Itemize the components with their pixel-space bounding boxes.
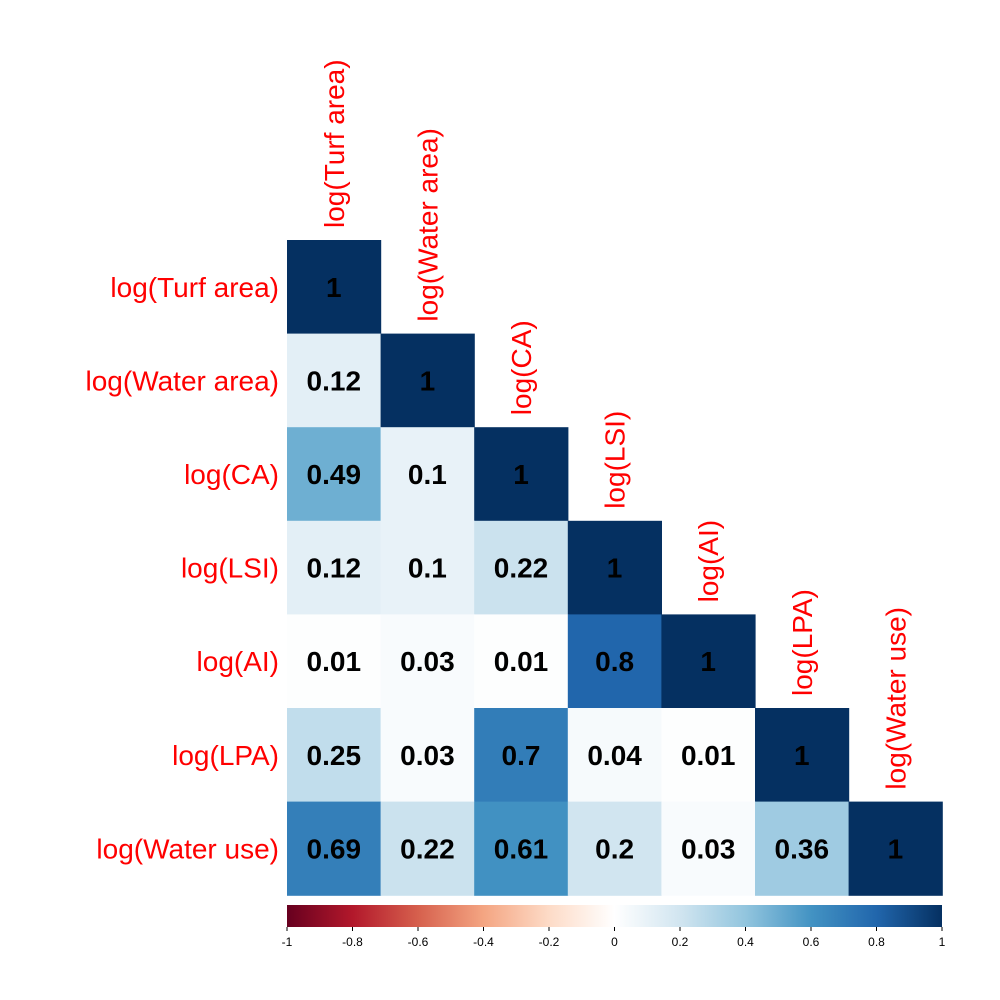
row-label: log(CA) xyxy=(184,459,279,490)
cell-value-label: 0.03 xyxy=(681,833,736,864)
matrix-cell xyxy=(380,520,475,615)
matrix-cell xyxy=(287,240,382,335)
cell-value-label: 0.01 xyxy=(307,646,362,677)
colorbar-legend: -1 -0.8 -0.6 -0.4 -0.2 0 0.2 0.4 0.6 0.8 1 xyxy=(282,905,946,949)
column-label: log(LSI) xyxy=(600,411,631,509)
row-label: log(LPA) xyxy=(172,740,279,771)
matrix-cell xyxy=(474,427,569,522)
matrix-cell xyxy=(287,801,382,896)
matrix-cell xyxy=(474,708,569,803)
colorbar-tick-label: -0.4 xyxy=(473,935,494,949)
column-label: log(CA) xyxy=(506,320,537,415)
column-label: log(Water use) xyxy=(880,607,911,790)
colorbar-tick-label: -0.8 xyxy=(342,935,363,949)
matrix-cell xyxy=(380,333,475,428)
matrix-cell xyxy=(474,614,569,709)
colorbar-gradient xyxy=(287,905,942,927)
matrix-cell xyxy=(661,614,756,709)
column-labels: log(Turf area) log(Water area) log(CA) log(… xyxy=(319,59,912,789)
matrix-cell xyxy=(567,801,662,896)
column-label: log(AI) xyxy=(693,520,724,602)
matrix-cell xyxy=(474,520,569,615)
cell-value-label: 1 xyxy=(513,459,529,490)
cell-value-label: 0.2 xyxy=(595,833,634,864)
row-label: log(LSI) xyxy=(181,553,279,584)
matrix-cell xyxy=(287,614,382,709)
colorbar-tick-label: 0.6 xyxy=(803,935,820,949)
matrix-cell xyxy=(848,801,943,896)
colorbar-tick-label: 0.8 xyxy=(868,935,885,949)
matrix-cell xyxy=(380,427,475,522)
colorbar-tick-label: 0.2 xyxy=(672,935,689,949)
matrix-cell xyxy=(287,520,382,615)
row-label: log(Water use) xyxy=(96,833,279,864)
cell-value-label: 0.8 xyxy=(595,646,634,677)
matrix-cell xyxy=(287,333,382,428)
matrix-cell xyxy=(755,801,850,896)
row-label: log(Turf area) xyxy=(110,272,279,303)
cell-value-label: 1 xyxy=(888,833,904,864)
matrix-cell xyxy=(287,427,382,522)
colorbar-tick-label: -0.6 xyxy=(408,935,429,949)
row-labels: log(Turf area) log(Water area) log(CA) log(… xyxy=(86,272,279,865)
matrix-cell xyxy=(380,708,475,803)
cell-value-label: 0.01 xyxy=(681,740,736,771)
row-label: log(AI) xyxy=(197,646,279,677)
column-label: log(Turf area) xyxy=(319,59,350,228)
cell-value-label: 0.49 xyxy=(307,459,362,490)
colorbar-tick-label: 0 xyxy=(611,935,618,949)
cell-value-label: 0.22 xyxy=(494,553,549,584)
cell-value-label: 0.1 xyxy=(408,459,447,490)
matrix-cell xyxy=(380,801,475,896)
matrix-cell xyxy=(661,708,756,803)
cell-value-label: 0.1 xyxy=(408,553,447,584)
cell-value-labels: 1 0.12 1 0.49 0.1 1 0.12 0.1 0.22 1 0.01 0.03 0.01 0.… xyxy=(307,272,904,865)
colorbar-tick-label: 1 xyxy=(939,935,946,949)
cell-value-label: 1 xyxy=(700,646,716,677)
cell-value-label: 1 xyxy=(420,365,436,396)
cell-value-label: 0.03 xyxy=(400,646,455,677)
cell-value-label: 0.04 xyxy=(587,740,642,771)
column-label: log(LPA) xyxy=(787,589,818,696)
cell-value-label: 0.22 xyxy=(400,833,455,864)
matrix-cell xyxy=(380,614,475,709)
cell-value-label: 0.01 xyxy=(494,646,549,677)
cell-value-label: 0.12 xyxy=(307,365,362,396)
matrix-cell xyxy=(567,614,662,709)
cell-value-label: 0.25 xyxy=(307,740,362,771)
cell-value-label: 0.69 xyxy=(307,833,362,864)
colorbar-tick-label: 0.4 xyxy=(737,935,754,949)
cell-value-label: 0.61 xyxy=(494,833,549,864)
cell-value-label: 1 xyxy=(326,272,342,303)
cell-value-label: 0.03 xyxy=(400,740,455,771)
column-label: log(Water area) xyxy=(412,128,443,321)
cell-value-label: 0.36 xyxy=(775,833,830,864)
matrix-cell xyxy=(567,708,662,803)
colorbar-tick-label: -0.2 xyxy=(539,935,560,949)
matrix-cell xyxy=(474,801,569,896)
cell-value-label: 0.12 xyxy=(307,553,362,584)
matrix-cell xyxy=(287,708,382,803)
matrix-cell xyxy=(567,520,662,615)
cell-value-label: 1 xyxy=(794,740,810,771)
matrix-cell xyxy=(661,801,756,896)
row-label: log(Water area) xyxy=(86,365,279,396)
matrix-cells xyxy=(287,240,943,896)
cell-value-label: 1 xyxy=(607,553,623,584)
cell-value-label: 0.7 xyxy=(502,740,541,771)
matrix-cell xyxy=(755,708,850,803)
colorbar-tick-label: -1 xyxy=(282,935,293,949)
